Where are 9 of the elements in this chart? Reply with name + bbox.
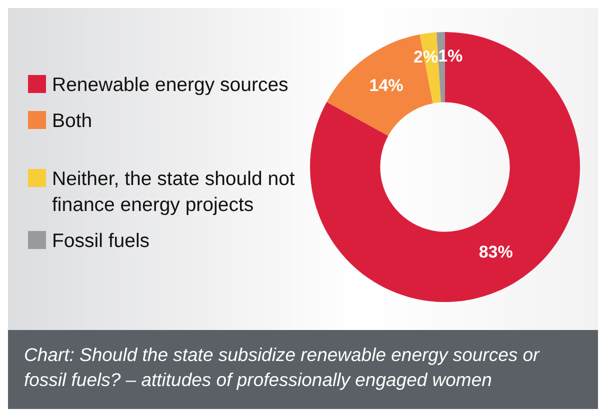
text: Chart: Should the state subsidize renewable energy sources or fossil fuels? – attitudes of professionally engaged women (8, 330, 598, 409)
data-label: 2% (414, 48, 438, 67)
data-label: 83% (478, 242, 513, 262)
data-label: 14% (369, 76, 404, 95)
legend-label: Both (52, 109, 92, 134)
legend-label: Renewable energy sources (52, 73, 288, 98)
legend-label: Fossil fuels (52, 229, 150, 254)
data-label: 1% (438, 46, 463, 66)
legend-label: Neither, the state should not finance energy projects (52, 167, 296, 218)
